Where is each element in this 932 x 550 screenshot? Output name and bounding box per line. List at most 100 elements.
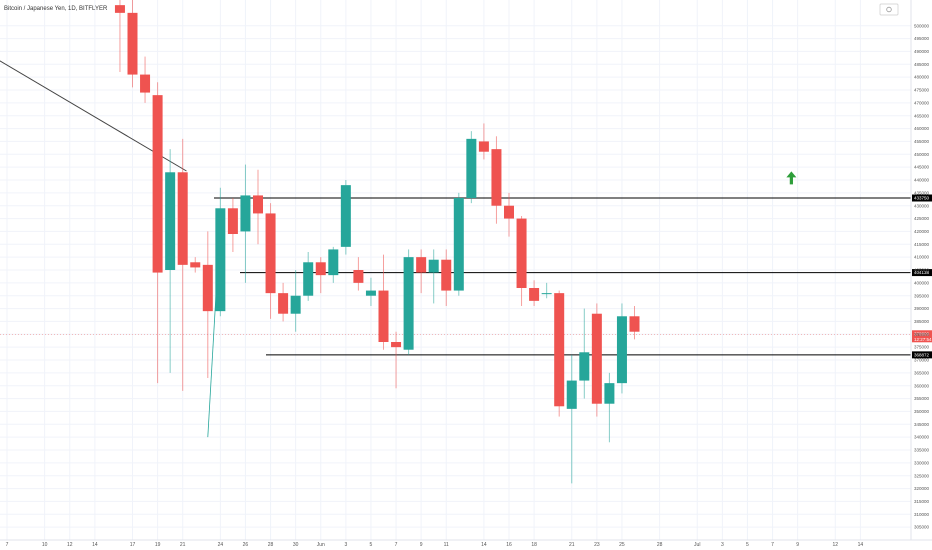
time-tick-label: 28 xyxy=(657,542,663,548)
candle[interactable] xyxy=(491,136,502,224)
candle[interactable] xyxy=(579,308,590,399)
candle-body xyxy=(365,290,376,296)
settings-gear-icon[interactable] xyxy=(879,3,899,16)
time-tick-label: 14 xyxy=(92,542,98,548)
candle-body xyxy=(290,295,301,314)
candle[interactable] xyxy=(114,0,125,72)
candle[interactable] xyxy=(177,138,188,391)
candle[interactable] xyxy=(240,164,251,283)
candle-body xyxy=(466,138,477,198)
candle[interactable] xyxy=(140,56,151,103)
candle[interactable] xyxy=(591,303,602,417)
current-price-label: 378800 xyxy=(914,332,930,337)
countdown-label: 12:27:54 xyxy=(914,337,932,342)
candle[interactable] xyxy=(403,249,414,355)
level-price-label: 368872 xyxy=(914,352,930,357)
candle-body xyxy=(114,5,125,13)
time-tick-label: 7 xyxy=(395,542,398,548)
price-tick-label: 330000 xyxy=(914,460,930,465)
candle[interactable] xyxy=(328,246,339,283)
candle[interactable] xyxy=(416,249,427,294)
time-tick-label: Jun xyxy=(317,542,325,548)
candle[interactable] xyxy=(504,192,514,237)
candle[interactable] xyxy=(202,231,213,378)
candle-body xyxy=(190,262,201,268)
price-tick-label: 445000 xyxy=(914,165,930,170)
candle[interactable] xyxy=(215,187,226,317)
candle-body xyxy=(391,342,402,348)
price-tick-label: 470000 xyxy=(914,100,930,105)
time-tick-label: 21 xyxy=(180,542,186,548)
candle-body xyxy=(165,172,176,270)
candle[interactable] xyxy=(428,249,439,304)
candle-body xyxy=(453,198,464,291)
time-tick-label: 7 xyxy=(771,542,774,548)
up-arrow-icon xyxy=(786,171,797,185)
candle[interactable] xyxy=(227,198,238,252)
time-tick-label: 24 xyxy=(218,542,224,548)
time-tick-label: 21 xyxy=(569,542,575,548)
candle[interactable] xyxy=(165,149,176,373)
candle[interactable] xyxy=(541,282,552,299)
candle[interactable] xyxy=(629,306,640,340)
candle[interactable] xyxy=(315,257,326,294)
candle[interactable] xyxy=(478,123,489,160)
level-price-label: 404138 xyxy=(914,270,930,275)
candle-body xyxy=(227,208,238,234)
level-price-label: 433750 xyxy=(914,196,930,201)
candle[interactable] xyxy=(529,280,540,306)
candle[interactable] xyxy=(127,0,138,88)
price-tick-label: 420000 xyxy=(914,229,930,234)
candle[interactable] xyxy=(278,282,289,322)
price-tick-label: 305000 xyxy=(914,525,930,530)
candle[interactable] xyxy=(290,270,301,332)
price-tick-label: 385000 xyxy=(914,319,930,324)
candle-body xyxy=(554,293,565,407)
candle[interactable] xyxy=(604,372,615,443)
candle-body xyxy=(315,262,326,276)
candle[interactable] xyxy=(353,257,364,291)
candle[interactable] xyxy=(365,277,376,306)
time-tick-label: 28 xyxy=(268,542,274,548)
price-tick-label: 370000 xyxy=(914,358,930,363)
candle[interactable] xyxy=(554,290,565,417)
time-tick-label: 5 xyxy=(746,542,749,548)
candle[interactable] xyxy=(152,82,163,384)
candle-body xyxy=(403,257,414,350)
price-tick-label: 500000 xyxy=(914,23,930,28)
candle[interactable] xyxy=(566,354,577,484)
price-tick-label: 430000 xyxy=(914,203,930,208)
price-tick-label: 350000 xyxy=(914,409,930,414)
candle-body xyxy=(340,185,351,247)
candle[interactable] xyxy=(378,254,389,350)
candle-body xyxy=(604,383,615,404)
candle[interactable] xyxy=(441,249,452,306)
price-axis[interactable]: 305000 310000 315000 320000 325000 330000 3350… xyxy=(914,23,930,529)
candle[interactable] xyxy=(340,180,351,255)
time-tick-label: 7 xyxy=(6,542,9,548)
candle[interactable] xyxy=(453,192,464,296)
candle-body xyxy=(353,270,364,283)
candle[interactable] xyxy=(190,257,201,273)
time-tick-label: 17 xyxy=(130,542,136,548)
price-tick-label: 315000 xyxy=(914,499,930,504)
candle[interactable] xyxy=(391,331,402,389)
candle-body xyxy=(428,259,439,273)
time-axis[interactable]: 7 10 12 14 17 19 21 24 26 28 30 Jun 3 5 7 9 11 14 16 18 21 23… xyxy=(6,542,864,548)
price-tick-label: 460000 xyxy=(914,126,930,131)
price-tick-label: 475000 xyxy=(914,88,930,93)
candle-body xyxy=(541,293,552,295)
time-tick-label: 3 xyxy=(344,542,347,548)
candle[interactable] xyxy=(516,216,527,306)
time-tick-label: 23 xyxy=(594,542,600,548)
candle[interactable] xyxy=(253,169,263,245)
candle[interactable] xyxy=(616,303,627,394)
time-tick-label: 16 xyxy=(506,542,512,548)
time-tick-label: 18 xyxy=(531,542,537,548)
candle-body xyxy=(491,149,502,206)
candle[interactable] xyxy=(265,203,276,319)
candle[interactable] xyxy=(303,252,314,301)
candle[interactable] xyxy=(466,131,477,204)
